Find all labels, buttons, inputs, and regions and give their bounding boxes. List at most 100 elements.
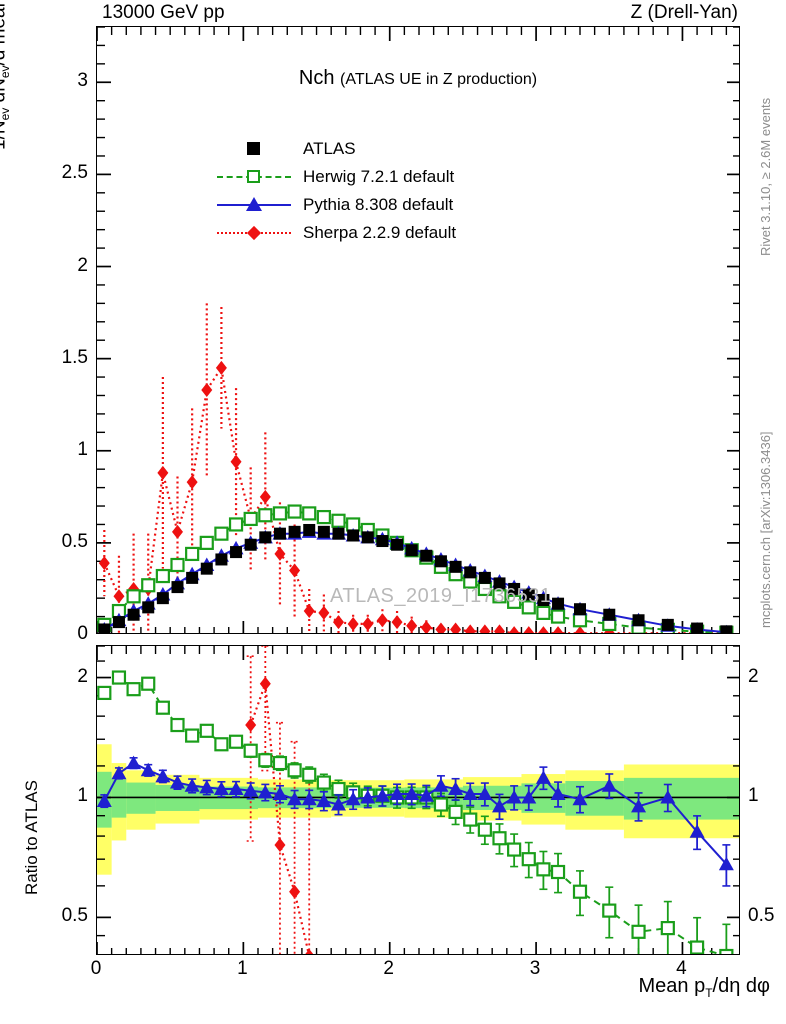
data-marker — [170, 717, 185, 733]
data-marker — [552, 626, 564, 633]
data-marker — [331, 797, 346, 811]
data-marker — [258, 508, 273, 523]
data-marker — [171, 581, 184, 594]
legend-item-atlas: ATLAS — [217, 135, 456, 163]
data-marker — [433, 797, 449, 812]
data-marker — [185, 728, 200, 743]
ratio-y-axis-title: Ratio to ATLAS — [22, 780, 41, 895]
ratio-y-tick-left-2: 2 — [77, 665, 88, 687]
main-plot-canvas — [97, 27, 739, 633]
data-marker — [405, 544, 418, 557]
process-label: Z (Drell-Yan) — [630, 2, 738, 23]
data-marker — [155, 768, 171, 783]
data-marker — [572, 884, 588, 899]
data-marker — [170, 557, 185, 573]
data-marker — [127, 608, 140, 621]
ratio-y-tick-right-0.5: 0.5 — [748, 905, 775, 927]
data-marker — [536, 605, 551, 620]
data-marker — [719, 948, 734, 954]
legend-item-sherpa: Sherpa 2.2.9 default — [217, 219, 456, 247]
main-y-tick-0: 0 — [77, 623, 88, 644]
ratio-series-pythia — [97, 755, 734, 887]
data-marker — [288, 525, 301, 538]
data-marker — [185, 546, 200, 562]
legend-key-sherpa — [217, 223, 291, 243]
data-marker — [463, 812, 478, 827]
data-marker — [243, 743, 258, 758]
data-marker — [287, 504, 302, 519]
data-marker — [245, 718, 257, 733]
data-marker — [141, 676, 156, 691]
data-marker — [391, 538, 404, 551]
data-marker — [318, 605, 330, 620]
data-marker — [170, 775, 185, 789]
rivet-version-label: Rivet 3.1.10, ≥ 2.6M events — [758, 97, 773, 256]
data-marker — [305, 949, 314, 954]
data-marker — [361, 531, 374, 544]
data-marker — [156, 592, 169, 605]
data-marker — [448, 804, 463, 819]
data-marker — [574, 626, 586, 633]
data-marker — [406, 618, 418, 633]
legend-key-atlas — [217, 139, 291, 159]
data-marker — [434, 555, 447, 568]
data-marker — [272, 786, 288, 801]
legend-label-atlas: ATLAS — [303, 139, 356, 158]
legend: ATLAS Herwig 7.2.1 default Pythia 8.308 … — [217, 135, 456, 247]
data-marker — [462, 786, 478, 801]
data-marker — [142, 601, 155, 614]
data-marker — [493, 577, 506, 590]
data-marker — [418, 788, 434, 802]
data-marker — [550, 786, 566, 801]
data-marker — [199, 779, 215, 794]
data-marker — [272, 506, 288, 521]
data-marker — [550, 609, 566, 624]
data-marker — [316, 793, 332, 807]
plot-title-observable: Nch — [298, 67, 335, 89]
data-marker — [97, 793, 112, 807]
data-marker — [184, 778, 200, 792]
data-marker — [691, 622, 704, 633]
data-marker — [574, 603, 586, 616]
data-marker — [720, 625, 733, 633]
data-marker — [228, 517, 244, 532]
data-marker — [477, 786, 493, 801]
data-marker — [155, 700, 170, 715]
data-marker — [274, 837, 286, 852]
data-marker — [572, 613, 588, 628]
data-marker — [347, 616, 359, 631]
data-marker — [332, 527, 345, 540]
data-marker — [303, 523, 316, 536]
band-inner — [111, 779, 127, 818]
legend-key-pythia — [217, 195, 291, 215]
data-marker — [126, 682, 141, 697]
data-marker — [661, 618, 674, 631]
data-marker — [126, 589, 141, 604]
data-marker — [601, 778, 617, 792]
data-marker — [302, 506, 317, 521]
data-marker — [155, 568, 170, 584]
ratio-plot-canvas — [97, 646, 739, 954]
data-marker — [331, 781, 346, 797]
data-marker — [230, 546, 243, 559]
data-marker — [535, 770, 551, 784]
data-marker — [317, 525, 330, 538]
data-marker — [258, 753, 273, 768]
data-marker — [228, 734, 244, 749]
data-marker — [521, 600, 536, 615]
x-tick-0: 0 — [90, 958, 102, 979]
data-marker — [97, 685, 112, 701]
data-marker — [199, 535, 214, 550]
axis-ticks — [97, 646, 739, 954]
data-marker — [287, 791, 303, 806]
data-marker — [572, 791, 588, 806]
data-marker — [389, 786, 405, 801]
x-tick-2: 2 — [383, 958, 395, 979]
data-marker — [301, 791, 317, 806]
data-marker — [521, 789, 537, 804]
ratio-y-tick-right-2: 2 — [748, 665, 759, 687]
data-marker — [287, 763, 302, 778]
data-marker — [376, 535, 389, 548]
data-marker — [492, 589, 507, 604]
data-marker — [186, 571, 199, 584]
